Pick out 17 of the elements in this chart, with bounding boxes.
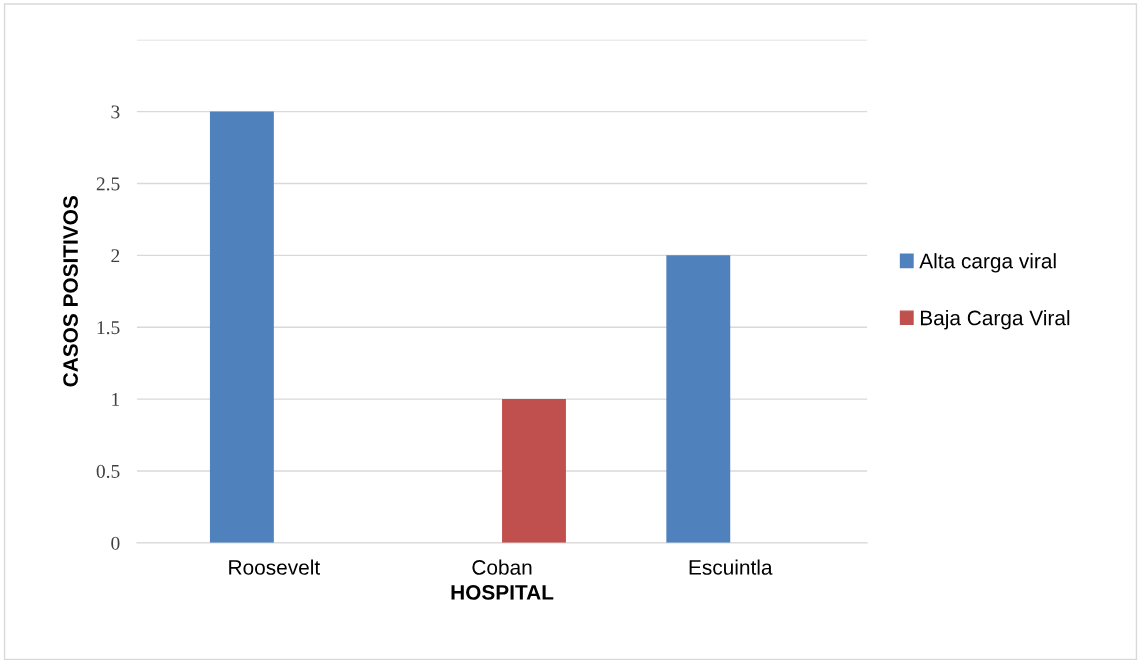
x-tick-label: Coban bbox=[472, 559, 532, 575]
x-tick-label: Escuintla bbox=[689, 559, 773, 575]
y-tick-label: 2 bbox=[111, 249, 120, 263]
y-tick-label: 1.5 bbox=[97, 321, 120, 335]
x-tick-label: Roosevelt bbox=[229, 559, 321, 575]
bar bbox=[666, 255, 731, 543]
y-axis-title: CASOS POSITIVOS bbox=[63, 196, 78, 387]
y-tick-label: 1 bbox=[112, 393, 120, 406]
y-tick-label: 3 bbox=[111, 105, 120, 119]
y-tick-label: 0 bbox=[111, 536, 120, 550]
legend-label: Baja Carga Viral bbox=[920, 310, 1070, 330]
y-tick-label: 2.5 bbox=[96, 177, 120, 191]
bar bbox=[209, 111, 274, 543]
legend-label: Alta carga viral bbox=[919, 253, 1056, 273]
y-tick-label: 0.5 bbox=[96, 464, 120, 478]
bar bbox=[502, 399, 566, 543]
x-axis-title: HOSPITAL bbox=[451, 585, 554, 600]
